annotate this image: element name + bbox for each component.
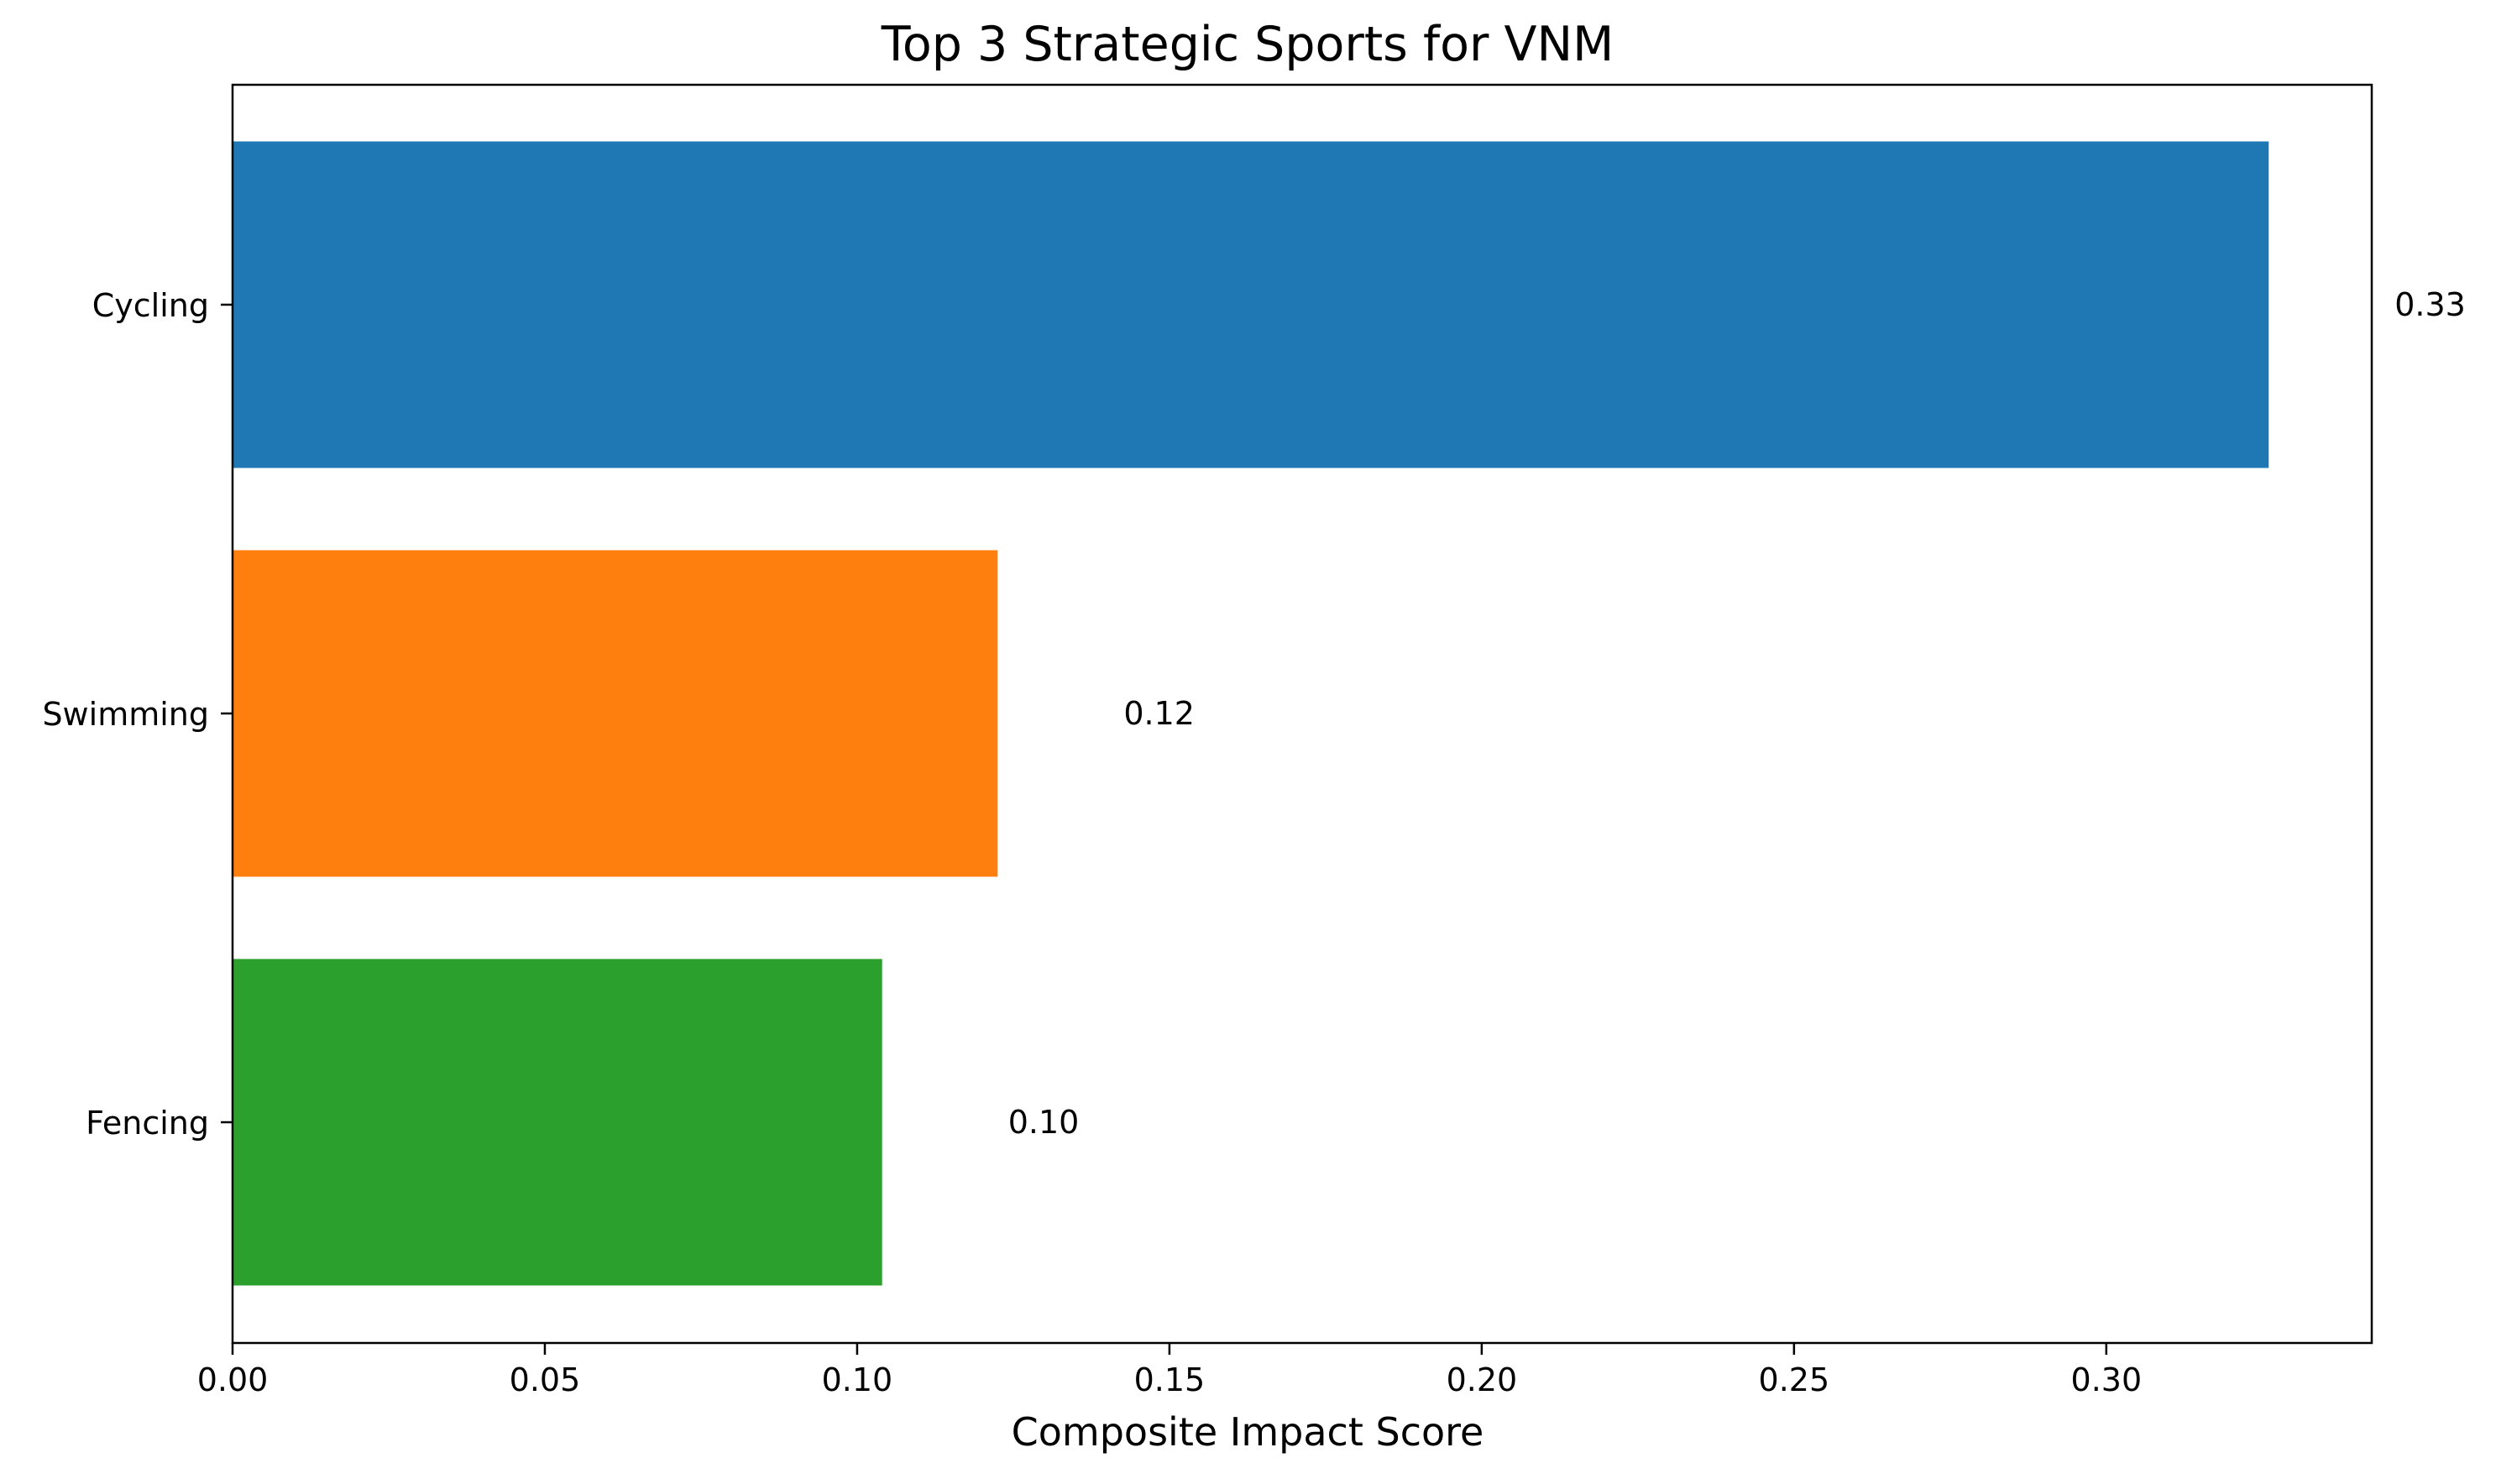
data-labels-layer: 0.33 0.12 0.10	[1008, 286, 2466, 1141]
bar-fencing	[233, 959, 882, 1286]
data-label-cycling: 0.33	[2394, 286, 2466, 323]
x-tick-label: 0.00	[197, 1361, 269, 1398]
x-axis-label: Composite Impact Score	[1012, 1409, 1484, 1455]
y-tick-label-swimming: Swimming	[42, 696, 209, 733]
ticks-layer: Cycling Swimming Fencing 0.00 0.05 0.10 0.15 0.…	[42, 287, 2142, 1398]
data-label-fencing: 0.10	[1008, 1104, 1080, 1141]
x-tick-label: 0.20	[1447, 1361, 1518, 1398]
plot-frame	[231, 83, 2373, 1345]
bar-swimming	[233, 550, 998, 877]
data-label-swimming: 0.12	[1123, 695, 1195, 732]
chart-title: Top 3 Strategic Sports for VNM	[881, 17, 1614, 72]
x-tick-label: 0.05	[510, 1361, 581, 1398]
bar-cycling	[233, 141, 2269, 468]
bars-layer	[233, 141, 2269, 1286]
y-tick-label-fencing: Fencing	[86, 1105, 209, 1142]
x-tick-label: 0.10	[822, 1361, 893, 1398]
x-tick-label: 0.30	[2071, 1361, 2143, 1398]
x-tick-label: 0.15	[1134, 1361, 1206, 1398]
x-tick-label: 0.25	[1759, 1361, 1830, 1398]
y-tick-label-cycling: Cycling	[92, 287, 209, 324]
